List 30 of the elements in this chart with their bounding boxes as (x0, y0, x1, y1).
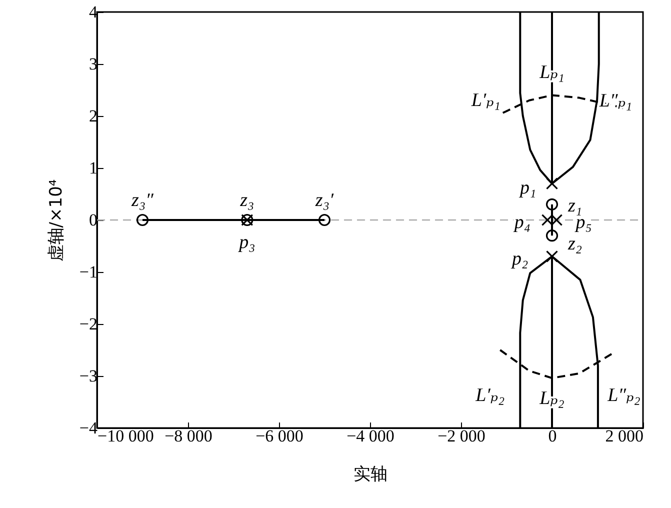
annotation: L″ₚ₂ (606, 384, 641, 406)
annotation: p₃ (237, 232, 256, 253)
annotation: p₁ (518, 178, 536, 199)
y-tick-label: −1 (79, 262, 98, 282)
y-tick-label: 1 (89, 158, 98, 178)
x-tick-label: −10 000 (98, 426, 154, 446)
y-tick-label: 3 (89, 54, 98, 74)
annotation: p₂ (510, 248, 528, 270)
y-tick-label: −3 (79, 366, 98, 386)
y-tick-label: 4 (89, 2, 98, 22)
y-tick-label: 2 (89, 106, 98, 126)
x-tick-label: 0 (548, 426, 557, 446)
x-tick-label: −2 000 (438, 426, 486, 446)
y-tick-label: 0 (89, 210, 98, 230)
x-tick-label: −4 000 (346, 426, 394, 446)
x-tick-label: −6 000 (256, 426, 304, 446)
annotation: p₄ (512, 212, 530, 234)
x-tick-label: −8 000 (164, 426, 212, 446)
y-tick-label: −4 (79, 418, 98, 438)
annotation: L′ₚ₂ (474, 385, 506, 406)
annotation: z₃″ (130, 190, 155, 211)
x-tick-label: 2 000 (605, 426, 644, 446)
annotation: z₂ (567, 234, 582, 255)
x-axis-title: 实轴 (354, 464, 388, 484)
annotation: z₃′ (314, 190, 334, 211)
annotation: L′ₚ₁ (470, 90, 500, 111)
annotation: z₃ (239, 190, 254, 211)
annotation: L″ₚ₁ (598, 90, 632, 112)
y-tick-label: −2 (79, 314, 98, 334)
y-axis-title: 虚轴/×10⁴ (46, 179, 66, 262)
